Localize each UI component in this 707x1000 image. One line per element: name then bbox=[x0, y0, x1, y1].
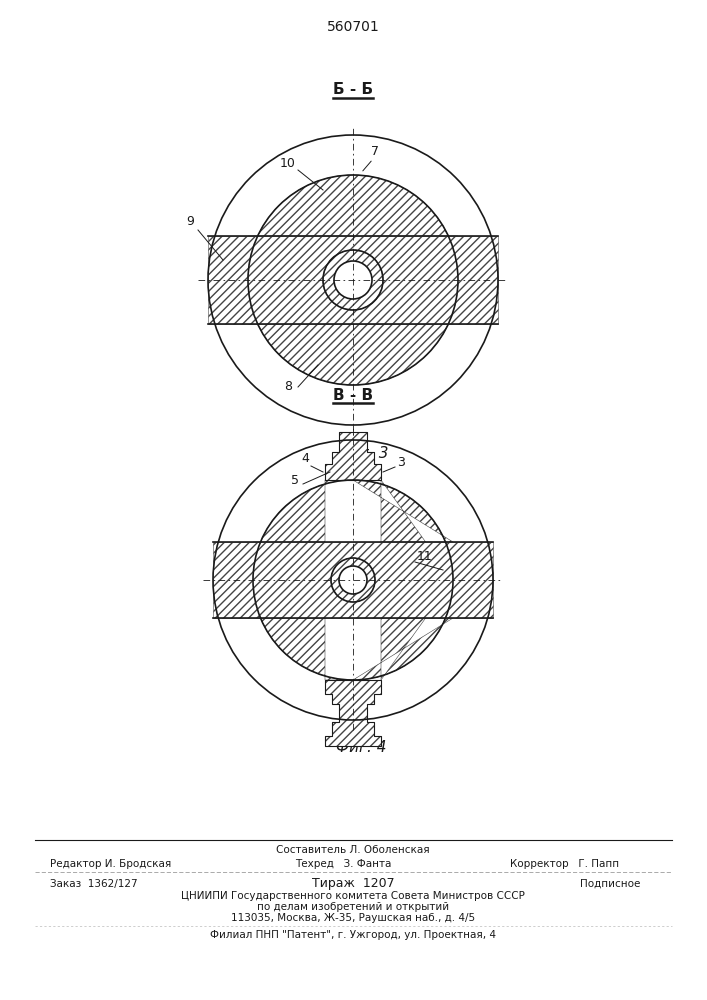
Text: 9: 9 bbox=[186, 215, 194, 228]
Text: Фиг. 4: Фиг. 4 bbox=[336, 740, 386, 756]
Text: В - В: В - В bbox=[333, 387, 373, 402]
Circle shape bbox=[334, 261, 372, 299]
Text: Фиг. 3: Фиг. 3 bbox=[338, 446, 388, 460]
Text: 4: 4 bbox=[301, 452, 309, 465]
Text: 7: 7 bbox=[371, 145, 379, 158]
Text: Корректор   Г. Папп: Корректор Г. Папп bbox=[510, 859, 619, 869]
Text: Б - Б: Б - Б bbox=[333, 83, 373, 98]
Text: ЦНИИПИ Государственного комитета Совета Министров СССР: ЦНИИПИ Государственного комитета Совета … bbox=[181, 891, 525, 901]
Text: 11: 11 bbox=[417, 550, 433, 563]
Circle shape bbox=[331, 558, 375, 602]
Text: 560701: 560701 bbox=[327, 20, 380, 34]
Text: Тираж  1207: Тираж 1207 bbox=[312, 878, 395, 890]
Circle shape bbox=[323, 250, 383, 310]
Polygon shape bbox=[325, 432, 381, 480]
Polygon shape bbox=[353, 480, 453, 580]
Text: Редактор И. Бродская: Редактор И. Бродская bbox=[50, 859, 171, 869]
Text: Составитель Л. Оболенская: Составитель Л. Оболенская bbox=[276, 845, 430, 855]
Text: 3: 3 bbox=[397, 456, 405, 469]
Text: Заказ  1362/127: Заказ 1362/127 bbox=[50, 879, 138, 889]
Polygon shape bbox=[248, 280, 458, 385]
Polygon shape bbox=[353, 580, 453, 680]
Circle shape bbox=[339, 566, 367, 594]
Polygon shape bbox=[213, 542, 493, 618]
Polygon shape bbox=[325, 680, 381, 746]
Polygon shape bbox=[248, 175, 458, 280]
Polygon shape bbox=[253, 580, 353, 680]
Text: Подписное: Подписное bbox=[580, 879, 641, 889]
Text: по делам изобретений и открытий: по делам изобретений и открытий bbox=[257, 902, 449, 912]
Text: 113035, Москва, Ж-35, Раушская наб., д. 4/5: 113035, Москва, Ж-35, Раушская наб., д. … bbox=[231, 913, 475, 923]
Polygon shape bbox=[253, 480, 353, 580]
Text: Филиал ПНП "Патент", г. Ужгород, ул. Проектная, 4: Филиал ПНП "Патент", г. Ужгород, ул. Про… bbox=[210, 930, 496, 940]
Circle shape bbox=[208, 135, 498, 425]
Text: 8: 8 bbox=[284, 380, 292, 393]
Polygon shape bbox=[208, 236, 498, 324]
Circle shape bbox=[213, 440, 493, 720]
Text: 5: 5 bbox=[291, 474, 299, 487]
Text: 10: 10 bbox=[280, 157, 296, 170]
Text: Техред   З. Фанта: Техред З. Фанта bbox=[295, 859, 392, 869]
